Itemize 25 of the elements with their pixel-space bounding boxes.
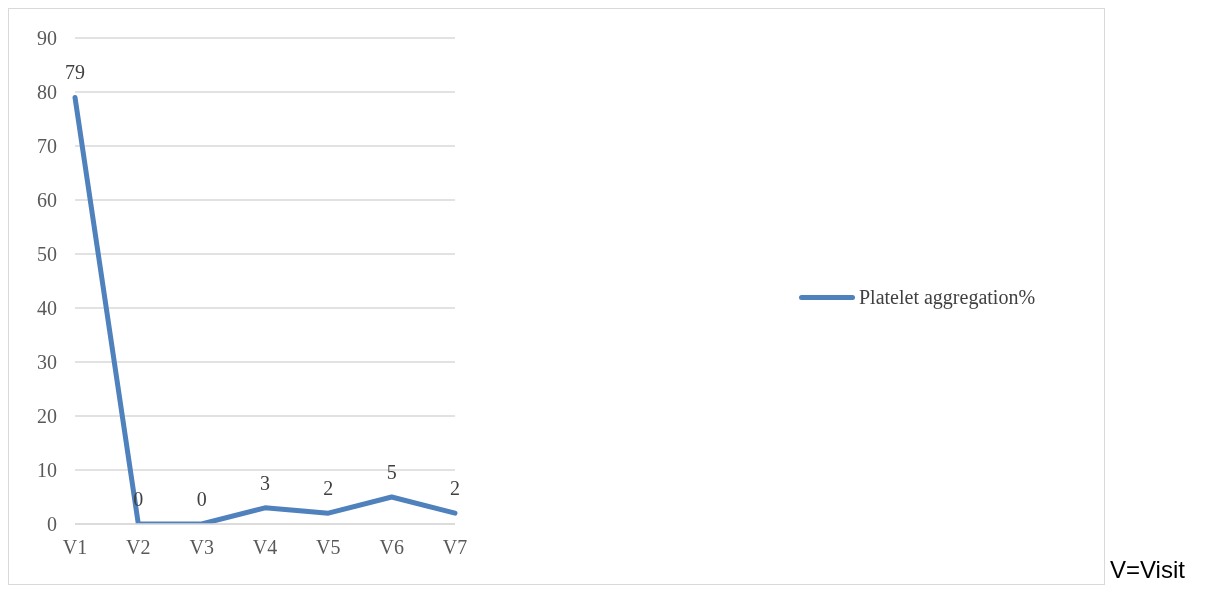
legend-label: Platelet aggregation% — [859, 286, 1036, 309]
y-tick-label: 30 — [37, 351, 57, 374]
x-tick-label: V6 — [379, 536, 404, 559]
y-tick-label: 80 — [37, 81, 57, 104]
x-tick-label: V3 — [189, 536, 214, 559]
data-label: 0 — [196, 488, 207, 510]
data-label: 2 — [450, 477, 460, 500]
x-tick-label: V7 — [442, 536, 468, 559]
y-tick-label: 90 — [37, 27, 57, 50]
y-tick-label: 70 — [37, 135, 57, 158]
y-tick-label: 40 — [37, 297, 57, 320]
y-tick-label: 0 — [47, 513, 57, 536]
y-tick-label: 60 — [37, 189, 57, 212]
x-tick-label: V1 — [62, 536, 88, 559]
data-label: 2 — [323, 477, 334, 500]
y-tick-label: 20 — [37, 405, 57, 428]
data-label: 5 — [386, 461, 397, 483]
x-tick-label: V5 — [316, 536, 341, 559]
text: V=Visit — [1110, 556, 1185, 584]
x-tick-label: V2 — [126, 536, 151, 559]
data-label: 3 — [260, 471, 270, 494]
y-tick-label: 10 — [37, 459, 57, 482]
data-label: 79 — [65, 61, 85, 84]
y-tick-label: 50 — [37, 243, 57, 266]
x-tick-label: V4 — [252, 536, 278, 559]
